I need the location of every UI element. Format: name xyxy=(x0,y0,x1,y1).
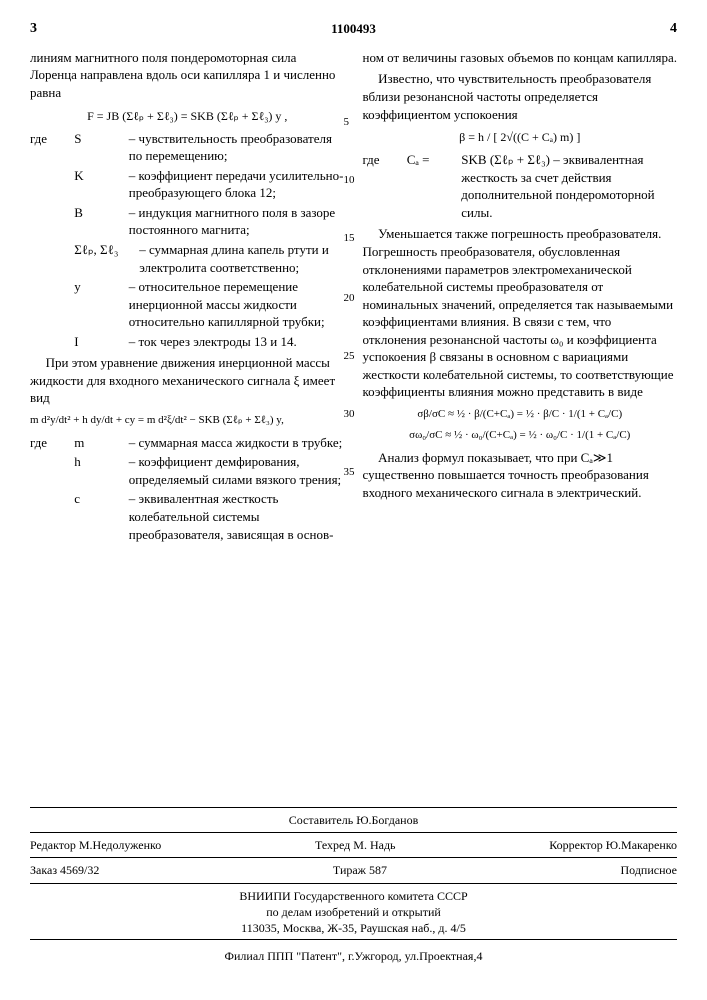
def-sym: I xyxy=(74,333,129,351)
def-sym: S xyxy=(74,130,129,165)
editor: Редактор М.Недолуженко xyxy=(30,837,161,853)
def-sym: y xyxy=(74,278,129,331)
page-num-left: 3 xyxy=(30,20,37,39)
tirazh: Тираж 587 xyxy=(333,862,387,878)
definitions-3: гдеCₐ =SKB (Σℓₚ + Σℓ₃) – эквивалентная ж… xyxy=(363,151,678,221)
formula-sigma-omega: σω₀/σC ≈ ½ · ω₀/(C+Cₐ) = ½ · ω₀/C · 1/(1… xyxy=(363,428,678,443)
right-para1: Известно, что чувствительность преобразо… xyxy=(363,70,678,123)
def-sym: Cₐ = xyxy=(407,151,462,221)
footer: Составитель Ю.Богданов Редактор М.Недолу… xyxy=(30,807,677,968)
formula-beta: β = h / [ 2√((C + Cₐ) m) ] xyxy=(363,129,678,145)
right-intro: ном от величины газовых объемов по конца… xyxy=(363,49,678,67)
right-para2: Уменьшается также погрешность преобразов… xyxy=(363,225,678,400)
line-num: 20 xyxy=(344,291,355,306)
org2: по делам изобретений и открытий xyxy=(30,904,677,920)
sub: Подписное xyxy=(621,862,678,878)
corrector: Корректор Ю.Макаренко xyxy=(549,837,677,853)
definitions-1: гдеS– чувствительность преобразователя п… xyxy=(30,130,345,351)
def-sym: K xyxy=(74,167,129,202)
right-column: ном от величины газовых объемов по конца… xyxy=(363,49,678,547)
org1: ВНИИПИ Государственного комитета СССР xyxy=(30,888,677,904)
techred: Техред М. Надь xyxy=(315,837,396,853)
formula-lorentz: F = JB (Σℓₚ + Σℓ₃) = SKB (Σℓₚ + Σℓ₃) y , xyxy=(30,108,345,124)
line-num: 25 xyxy=(344,349,355,364)
line-num: 30 xyxy=(344,407,355,422)
def-sym: c xyxy=(74,490,129,543)
patent-number: 1100493 xyxy=(331,20,376,39)
definitions-2: гдеm– суммарная масса жидкости в трубке;… xyxy=(30,434,345,543)
left-column: линиям магнитного поля пондеромоторная с… xyxy=(30,49,345,547)
line-num: 10 xyxy=(344,173,355,188)
left-para2: При этом уравнение движения инерционной … xyxy=(30,354,345,407)
def-sym: m xyxy=(74,434,129,452)
def-sym: h xyxy=(74,453,129,488)
page-num-right: 4 xyxy=(670,20,677,39)
line-num: 35 xyxy=(344,465,355,480)
line-num: 5 xyxy=(344,115,350,130)
def-sym: B xyxy=(74,204,129,239)
line-num: 15 xyxy=(344,231,355,246)
branch: Филиал ППП "Патент", г.Ужгород, ул.Проек… xyxy=(30,948,677,964)
left-intro: линиям магнитного поля пондеромоторная с… xyxy=(30,49,345,102)
addr1: 113035, Москва, Ж-35, Раушская наб., д. … xyxy=(30,920,677,940)
compiler: Составитель Ю.Богданов xyxy=(246,812,462,828)
formula-motion: m d²y/dt² + h dy/dt + cy = m d²ξ/dt² − S… xyxy=(30,413,345,428)
order: Заказ 4569/32 xyxy=(30,862,99,878)
page-header: 3 1100493 4 xyxy=(30,20,677,39)
formula-sigma-beta: σβ/σC ≈ ½ · β/(C+Cₐ) = ½ · β/C · 1/(1 + … xyxy=(363,407,678,422)
line-numbers: 5 10 15 20 25 30 35 xyxy=(344,49,364,547)
def-sym: Σℓₚ, Σℓ₃ xyxy=(74,241,139,276)
right-para3: Анализ формул показывает, что при Cₐ≫1 с… xyxy=(363,449,678,502)
